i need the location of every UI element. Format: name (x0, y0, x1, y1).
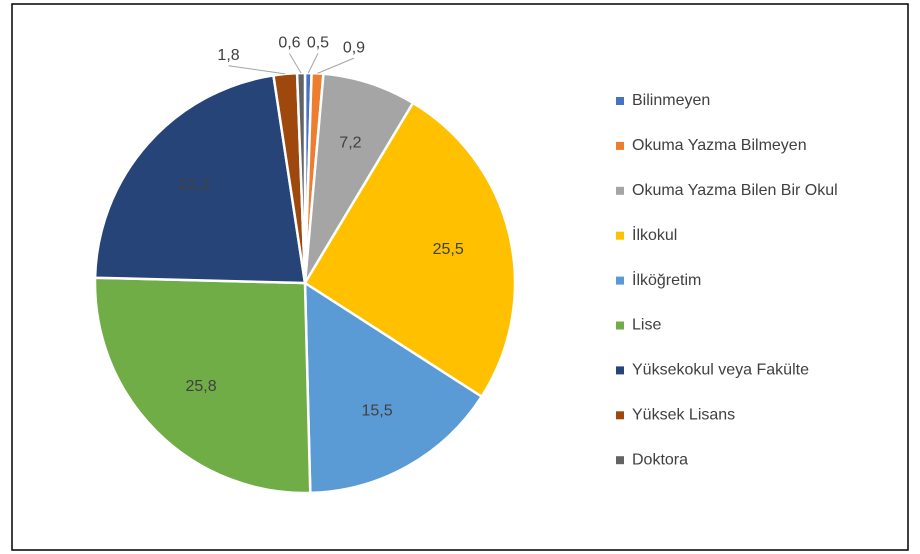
pie-slice (303, 280, 484, 495)
data-label: 25,5 (433, 241, 464, 258)
leader-line (289, 53, 302, 74)
legend-label: Bilinmeyen (632, 92, 710, 109)
legend-swatch (616, 276, 624, 285)
data-label: 1,8 (217, 47, 239, 64)
data-label: 15,5 (361, 402, 392, 419)
data-label: 0,6 (278, 35, 300, 52)
legend-label: İlköğretim (632, 270, 701, 289)
pie-slice (303, 101, 517, 399)
legend-label: Okuma Yazma Bilen Bir Okul (632, 182, 838, 199)
leader-line (307, 53, 319, 74)
leader-line (228, 65, 286, 75)
data-label: 25,8 (185, 378, 216, 395)
legend-label: Okuma Yazma Bilmeyen (632, 137, 807, 154)
data-label: 0,5 (307, 35, 329, 52)
legend-swatch (616, 141, 624, 150)
data-label: 7,2 (339, 134, 361, 151)
pie-slice (93, 276, 312, 495)
legend-label: Yüksek Lisans (632, 407, 735, 424)
data-label: 0,9 (343, 39, 365, 56)
leader-line (317, 57, 355, 74)
legend-label: İlkokul (632, 225, 677, 244)
pie-slice (93, 73, 307, 285)
legend-swatch (616, 321, 624, 330)
data-label: 22,2 (179, 177, 210, 194)
legend-label: Doktora (632, 451, 688, 468)
legend-swatch (616, 366, 624, 375)
legend-label: Yüksekokul veya Fakülte (632, 362, 809, 379)
legend-label: Lise (632, 317, 661, 334)
legend-swatch (616, 186, 624, 195)
legend-swatch (616, 456, 624, 465)
legend-swatch (616, 411, 624, 420)
legend-swatch (616, 97, 624, 105)
legend-swatch (616, 231, 624, 240)
